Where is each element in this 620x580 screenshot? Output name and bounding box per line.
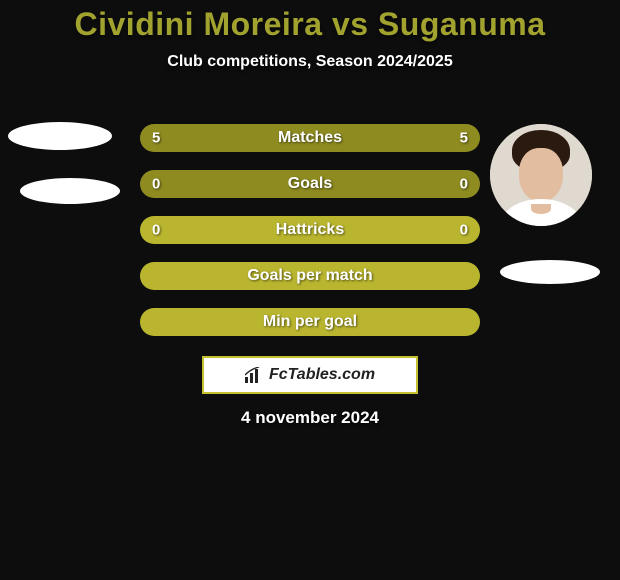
stat-bar-goals-per-match: Goals per match (140, 262, 480, 290)
stat-label: Goals (288, 175, 332, 193)
stat-value-left: 0 (152, 176, 160, 193)
stat-bar-goals: 0 Goals 0 (140, 170, 480, 198)
stat-label: Matches (278, 129, 342, 147)
subtitle: Club competitions, Season 2024/2025 (0, 53, 620, 71)
placeholder-oval-left-1 (20, 178, 120, 204)
stat-label: Min per goal (263, 313, 357, 331)
stat-value-right: 5 (460, 130, 468, 147)
stat-value-right: 0 (460, 176, 468, 193)
placeholder-oval-left-0 (8, 122, 112, 150)
avatar-collar (531, 204, 551, 214)
placeholder-oval-right (500, 260, 600, 284)
stat-value-left: 5 (152, 130, 160, 147)
stat-bars: 5 Matches 5 0 Goals 0 0 Hattricks 0 Goals per mat… (140, 124, 480, 354)
page-title: Cividini Moreira vs Suganuma (0, 0, 620, 43)
stat-label: Goals per match (247, 267, 372, 285)
stat-value-right: 0 (460, 222, 468, 239)
player-avatar-right (490, 124, 592, 226)
stat-value-left: 0 (152, 222, 160, 239)
stat-bar-matches: 5 Matches 5 (140, 124, 480, 152)
stat-bar-min-per-goal: Min per goal (140, 308, 480, 336)
stat-bar-hattricks: 0 Hattricks 0 (140, 216, 480, 244)
date-label: 4 november 2024 (0, 408, 620, 428)
bar-chart-icon (245, 367, 263, 383)
stat-label: Hattricks (276, 221, 344, 239)
fctables-logo: FcTables.com (202, 356, 418, 394)
logo-text: FcTables.com (269, 366, 375, 384)
avatar-face (519, 148, 564, 201)
